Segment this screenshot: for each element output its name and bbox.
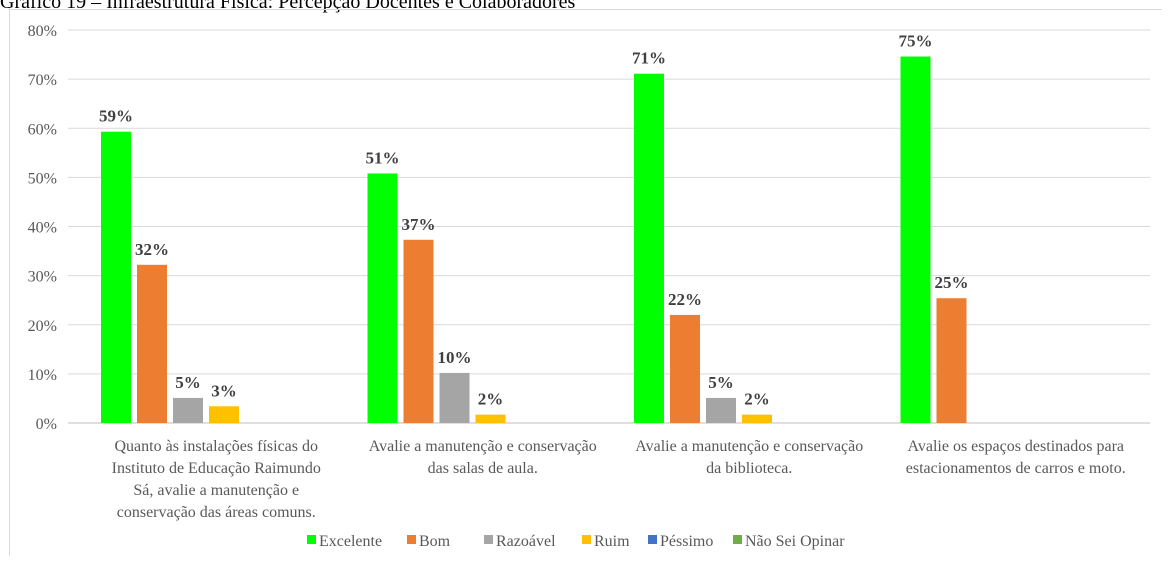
legend-entry: Excelente (319, 533, 382, 550)
y-tick-label: 60% (28, 121, 57, 138)
y-tick-label: 30% (28, 269, 57, 286)
bar-ruim (742, 414, 772, 423)
data-label: 3% (211, 381, 237, 400)
data-label: 2% (478, 390, 504, 409)
data-label: 59% (99, 107, 133, 126)
y-tick-label: 80% (28, 23, 57, 40)
category-label: Quanto às instalações físicas do (115, 438, 319, 455)
bar-excelente (367, 173, 398, 423)
bar-bom (670, 314, 700, 423)
y-tick-label: 70% (28, 72, 57, 89)
bar-excelente (101, 131, 131, 423)
data-label: 75% (899, 32, 933, 51)
legend-swatch (484, 535, 493, 544)
legend-entry: Péssimo (660, 533, 713, 550)
data-label: 22% (668, 290, 702, 309)
legend-swatch (407, 535, 416, 544)
y-tick-label: 10% (28, 367, 57, 384)
data-label: 2% (744, 390, 770, 409)
data-label: 25% (935, 273, 969, 292)
bar-razo-vel (706, 397, 736, 423)
bar-excelente (900, 56, 931, 424)
data-label: 71% (632, 49, 666, 68)
legend-entry: Bom (419, 533, 451, 550)
bar-ruim (209, 406, 239, 423)
category-label: da biblioteca. (706, 460, 792, 477)
data-label: 32% (135, 240, 169, 259)
category-label: Avalie os espaços destinados para (907, 438, 1124, 455)
bar-razo-vel (439, 372, 470, 423)
category-label: das salas de aula. (428, 460, 538, 477)
legend-entry: Não Sei Opinar (745, 533, 845, 550)
category-label: Sá, avalie a manutenção e (133, 482, 299, 499)
y-tick-label: 40% (28, 220, 57, 237)
category-label: Avalie a manutenção e conservação (635, 438, 863, 455)
category-label: Instituto de Educação Raimundo (112, 460, 321, 477)
category-label: conservação das áreas comuns. (117, 504, 316, 521)
y-tick-label: 50% (28, 170, 57, 187)
legend-entry: Ruim (594, 533, 630, 550)
bar-razo-vel (173, 397, 203, 423)
bar-bom (137, 264, 167, 423)
bar-excelente (634, 73, 664, 423)
legend-swatch (648, 535, 657, 544)
data-label: 5% (175, 373, 201, 392)
data-label: 5% (708, 373, 734, 392)
y-tick-label: 20% (28, 318, 57, 335)
bar-ruim (475, 414, 506, 423)
legend-entry: Razoável (496, 533, 556, 550)
category-label: Avalie a manutenção e conservação (369, 438, 597, 455)
legend-swatch (733, 535, 742, 544)
bar-bom (403, 239, 434, 423)
y-tick-label: 0% (36, 416, 57, 433)
data-label: 51% (366, 148, 400, 167)
bar-bom (936, 298, 967, 423)
data-label: 10% (438, 348, 472, 367)
legend-swatch (307, 535, 316, 544)
legend-swatch (582, 535, 591, 544)
category-label: estacionamentos de carros e moto. (906, 460, 1126, 477)
data-label: 37% (402, 215, 436, 234)
chart-frame (9, 9, 1162, 556)
